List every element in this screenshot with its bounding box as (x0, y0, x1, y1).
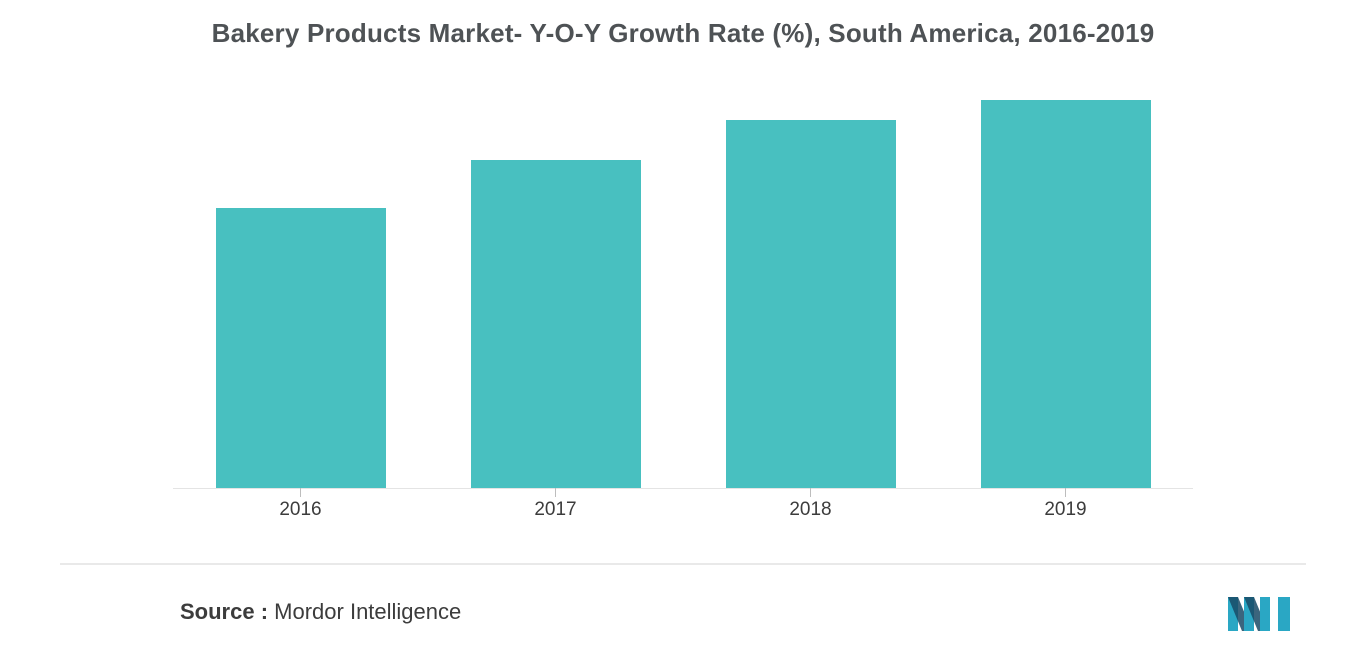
bar-slot (173, 89, 428, 488)
bar-slot (683, 89, 938, 488)
source-value: Mordor Intelligence (274, 599, 461, 624)
x-tick (810, 488, 811, 497)
bar (981, 100, 1151, 488)
x-axis-label: 2017 (428, 499, 683, 521)
bar (216, 208, 386, 488)
mordor-logo-icon (1226, 589, 1296, 633)
chart-container: Bakery Products Market- Y-O-Y Growth Rat… (0, 0, 1366, 655)
bar (726, 120, 896, 488)
x-axis-label: 2018 (683, 499, 938, 521)
x-tick (555, 488, 556, 497)
x-tick (300, 488, 301, 497)
x-axis-labels: 2016201720182019 (173, 499, 1193, 521)
source-citation: Source : Mordor Intelligence (180, 599, 461, 625)
x-tick (1065, 488, 1066, 497)
source-label: Source : (180, 599, 268, 624)
bar-slot (428, 89, 683, 488)
bar (471, 160, 641, 488)
footer-divider (60, 563, 1306, 565)
plot-area (173, 89, 1193, 489)
x-axis-label: 2019 (938, 499, 1193, 521)
x-axis-label: 2016 (173, 499, 428, 521)
bar-slot (938, 89, 1193, 488)
chart-title: Bakery Products Market- Y-O-Y Growth Rat… (60, 18, 1306, 49)
